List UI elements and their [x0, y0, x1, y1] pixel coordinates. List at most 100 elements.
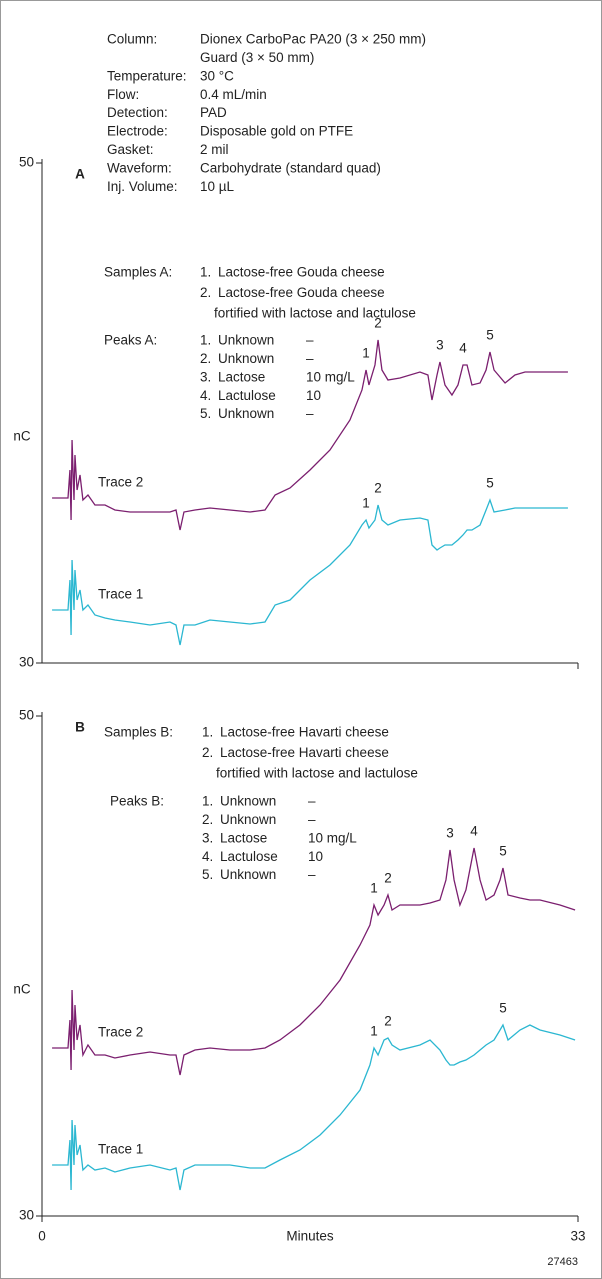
x-axis-label: Minutes — [286, 1229, 334, 1244]
peak-table-cell: 1. — [202, 794, 213, 809]
peaks-label: Peaks B: — [110, 794, 164, 809]
peak-table-cell: 5. — [200, 406, 211, 421]
condition-label: Flow: — [107, 87, 139, 102]
condition-value: Dionex CarboPac PA20 (3 × 250 mm) — [200, 32, 426, 47]
sample-number: 1. — [202, 725, 213, 740]
peak-table-cell: 2. — [200, 351, 211, 366]
x-tick-label: 0 — [38, 1229, 46, 1244]
trace-label: Trace 1 — [98, 1142, 143, 1157]
sample-text: fortified with lactose and lactulose — [214, 305, 416, 320]
sample-text: Lactose-free Havarti cheese — [220, 725, 389, 740]
peak-table-cell: Lactulose — [220, 849, 278, 864]
y-axis-label: nC — [13, 429, 31, 444]
peak-table-cell: 10 — [308, 849, 323, 864]
condition-label: Column: — [107, 32, 157, 47]
y-tick-label: 50 — [19, 155, 34, 170]
trace-line — [52, 339, 568, 531]
peak-table-cell: Lactose — [218, 369, 265, 384]
peak-label: 5 — [499, 1001, 507, 1016]
peak-label: 1 — [370, 881, 378, 896]
sample-text: Lactose-free Gouda cheese — [218, 285, 385, 300]
sample-number: 2. — [202, 745, 213, 760]
condition-value: 10 µL — [200, 179, 235, 194]
peak-table-cell: 3. — [200, 369, 211, 384]
trace-line — [52, 847, 576, 1076]
peak-table-cell: – — [306, 333, 314, 348]
sample-number: 1. — [200, 265, 211, 280]
condition-value: Disposable gold on PTFE — [200, 124, 353, 139]
peak-table-cell: Unknown — [220, 867, 276, 882]
peak-label: 2 — [374, 481, 382, 496]
sample-text: Lactose-free Havarti cheese — [220, 745, 389, 760]
samples-label: Samples B: — [104, 725, 173, 740]
peak-table-cell: – — [308, 867, 316, 882]
peak-table-cell: 1. — [200, 333, 211, 348]
peak-table-cell: – — [306, 406, 314, 421]
peak-label: 3 — [436, 338, 444, 353]
condition-value: 30 °C — [200, 68, 234, 83]
peak-table-cell: – — [308, 794, 316, 809]
sample-text: fortified with lactose and lactulose — [216, 765, 418, 780]
panel-letter: A — [75, 167, 85, 182]
condition-value: PAD — [200, 105, 227, 120]
peak-table-cell: 3. — [202, 830, 213, 845]
y-tick-label: 30 — [19, 655, 34, 670]
condition-value: Carbohydrate (standard quad) — [200, 160, 381, 175]
peak-label: 2 — [374, 316, 382, 331]
condition-label: Waveform: — [107, 160, 172, 175]
peak-table-cell: Unknown — [218, 406, 274, 421]
peak-table-cell: 10 mg/L — [308, 830, 357, 845]
peak-table-cell: – — [308, 812, 316, 827]
sample-text: Lactose-free Gouda cheese — [218, 265, 385, 280]
trace-line — [52, 498, 568, 646]
peak-label: 2 — [384, 1014, 392, 1029]
peak-table-cell: Unknown — [218, 351, 274, 366]
peak-table-cell: 4. — [200, 388, 211, 403]
peak-label: 2 — [384, 871, 392, 886]
peak-label: 4 — [459, 341, 467, 356]
trace-line — [52, 1023, 576, 1191]
peak-label: 1 — [362, 346, 370, 361]
condition-value: 2 mil — [200, 142, 229, 157]
peak-table-cell: 5. — [202, 867, 213, 882]
peak-label: 5 — [486, 328, 494, 343]
x-tick-label: 33 — [570, 1229, 585, 1244]
peak-table-cell: 10 — [306, 388, 321, 403]
condition-label: Temperature: — [107, 68, 187, 83]
peak-table-cell: – — [306, 351, 314, 366]
peak-table-cell: 10 mg/L — [306, 369, 355, 384]
peak-label: 4 — [470, 824, 478, 839]
trace-label: Trace 2 — [98, 1025, 143, 1040]
condition-label: Gasket: — [107, 142, 154, 157]
trace-label: Trace 2 — [98, 475, 143, 490]
condition-label: Inj. Volume: — [107, 179, 178, 194]
condition-value: 0.4 mL/min — [200, 87, 267, 102]
peak-table-cell: Unknown — [220, 812, 276, 827]
condition-label: Electrode: — [107, 124, 168, 139]
y-axis-label: nC — [13, 982, 31, 997]
panel-letter: B — [75, 720, 85, 735]
y-tick-label: 30 — [19, 1208, 34, 1223]
sample-number: 2. — [200, 285, 211, 300]
peak-table-cell: Unknown — [220, 794, 276, 809]
peak-table-cell: 2. — [202, 812, 213, 827]
samples-label: Samples A: — [104, 265, 172, 280]
peak-table-cell: 4. — [202, 849, 213, 864]
peak-table-cell: Lactose — [220, 830, 267, 845]
peak-table-cell: Unknown — [218, 333, 274, 348]
peak-label: 5 — [486, 476, 494, 491]
peak-label: 1 — [370, 1024, 378, 1039]
peak-label: 1 — [362, 496, 370, 511]
figure-id: 27463 — [547, 1256, 578, 1268]
peak-label: 3 — [446, 826, 454, 841]
peak-label: 5 — [499, 844, 507, 859]
peak-table-cell: Lactulose — [218, 388, 276, 403]
y-tick-label: 50 — [19, 708, 34, 723]
peaks-label: Peaks A: — [104, 333, 157, 348]
trace-label: Trace 1 — [98, 587, 143, 602]
condition-label: Detection: — [107, 105, 168, 120]
condition-value: Guard (3 × 50 mm) — [200, 50, 314, 65]
